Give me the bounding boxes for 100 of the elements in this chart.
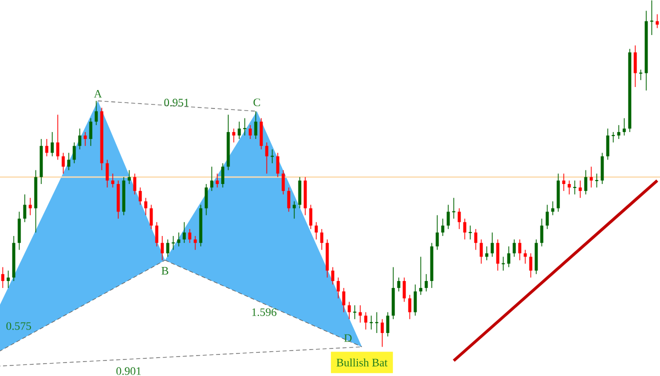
candlestick	[568, 180, 571, 195]
annotation: A	[94, 90, 102, 98]
candlestick	[496, 238, 500, 271]
candlestick	[314, 222, 318, 240]
candlestick	[160, 235, 164, 260]
candlestick	[419, 256, 422, 296]
candlestick	[402, 277, 406, 302]
candlestick	[248, 124, 252, 140]
candlestick	[221, 162, 224, 188]
candlestick	[374, 312, 379, 334]
candlestick	[414, 284, 417, 316]
candlestick	[287, 186, 290, 212]
annotation: B	[162, 266, 168, 274]
candlestick	[480, 238, 483, 264]
candlestick	[441, 218, 444, 236]
candlestick	[446, 204, 450, 230]
candlestick	[369, 315, 374, 330]
candlestick	[194, 235, 197, 250]
candlestick	[436, 214, 439, 250]
annotation: 0.575	[6, 322, 32, 330]
candlestick	[594, 173, 599, 188]
candlestick	[309, 204, 312, 230]
candlestick	[518, 238, 522, 260]
candlestick	[254, 110, 258, 140]
candlestick	[512, 238, 516, 258]
candlestick	[348, 301, 351, 320]
candlestick	[232, 128, 236, 143]
candlestick	[501, 256, 506, 271]
candlestick	[507, 246, 510, 268]
candlestick	[242, 118, 247, 136]
candlestick	[551, 200, 554, 216]
candlestick	[452, 197, 456, 219]
candlestick	[529, 252, 532, 278]
candlestick	[622, 118, 626, 136]
candlestick	[210, 166, 214, 192]
candlestick	[56, 114, 60, 160]
candlestick	[171, 235, 176, 250]
candlestick	[45, 138, 48, 157]
candlestick	[590, 166, 593, 188]
candlestick	[638, 69, 643, 80]
candlestick	[352, 304, 357, 320]
candlestick	[524, 249, 527, 264]
annotation: C	[254, 98, 260, 106]
candlestick	[28, 197, 32, 216]
candlestick	[485, 246, 488, 260]
candlestick	[144, 197, 148, 216]
candlestick	[386, 312, 390, 337]
candlestick	[572, 180, 577, 195]
candlestick	[490, 232, 494, 258]
candlestick	[106, 159, 109, 188]
candlestick	[166, 238, 170, 258]
text: 0.901	[116, 367, 141, 375]
candlestick	[204, 183, 208, 216]
candlestick	[584, 170, 588, 195]
candlestick	[617, 124, 620, 140]
candlestick	[50, 132, 54, 157]
candlestick	[408, 294, 412, 320]
candlestick	[578, 180, 582, 198]
annotation: D	[344, 334, 352, 342]
candlestick	[62, 152, 65, 174]
candlestick	[331, 266, 334, 285]
candlestick	[320, 228, 324, 250]
candlestick	[84, 132, 87, 146]
candlestick	[6, 270, 10, 288]
text: Bullish Bat	[336, 358, 388, 366]
candlestick	[188, 228, 192, 244]
candlestick	[72, 142, 76, 164]
annotation: 0.951	[164, 98, 189, 106]
candlestick	[265, 142, 268, 174]
candlestick	[540, 218, 544, 247]
candlestick	[128, 170, 131, 184]
candlestick	[562, 173, 566, 192]
candlestick	[177, 232, 180, 247]
candlestick	[546, 204, 549, 230]
candlestick	[380, 318, 384, 348]
candlestick	[634, 44, 637, 88]
annotation: 1.596	[252, 308, 276, 316]
candlestick	[78, 128, 82, 150]
candlestick	[238, 121, 241, 140]
candlestick	[342, 287, 346, 312]
candlestick	[155, 222, 158, 247]
candlestick	[216, 173, 219, 188]
candlestick	[150, 204, 153, 230]
candlestick	[182, 222, 186, 244]
candlestick	[606, 128, 610, 160]
candlestick	[276, 152, 280, 178]
candlestick	[89, 118, 92, 146]
candlestick	[358, 304, 362, 323]
candlestick	[23, 194, 26, 222]
candlestick	[292, 200, 296, 219]
candlestick	[611, 132, 616, 143]
candlestick	[67, 152, 70, 170]
candlestick	[463, 218, 466, 240]
candlestick	[364, 312, 368, 330]
candlestick	[270, 148, 274, 164]
candlestick	[138, 186, 142, 206]
candlestick	[474, 228, 478, 250]
candlestick	[424, 274, 428, 292]
candlestick	[133, 173, 136, 195]
candlestick	[468, 225, 472, 240]
